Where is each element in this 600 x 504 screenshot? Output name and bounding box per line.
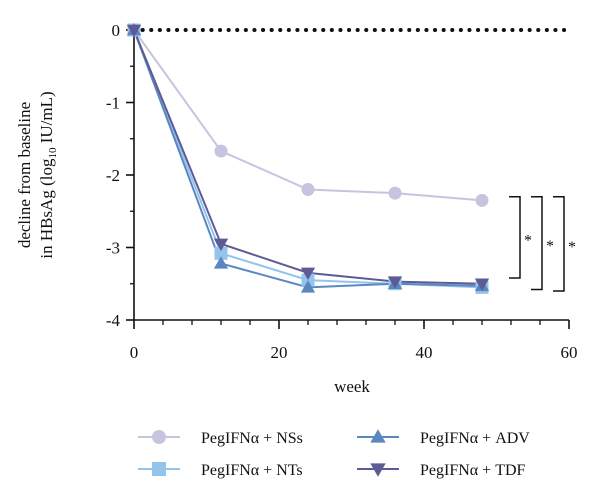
x-tick-label: 40 bbox=[416, 343, 433, 362]
y-axis-title-line2-sub: 10 bbox=[47, 147, 59, 159]
y-tick-label: -3 bbox=[106, 239, 120, 258]
y-axis-title-line2-post: IU/mL) bbox=[37, 91, 56, 147]
series-line bbox=[134, 30, 482, 284]
legend: PegIFNα + NSs PegIFNα + NTs PegIFNα + ADV P… bbox=[138, 429, 530, 479]
y-axis-title-line2: in HBsAg (log10 IU/mL) bbox=[37, 91, 59, 258]
y-axis-title: decline from baseline in HBsAg (log10 IU… bbox=[15, 91, 59, 258]
x-tick-label: 20 bbox=[271, 343, 288, 362]
legend-marker bbox=[152, 430, 166, 444]
y-tick-label: -1 bbox=[106, 94, 120, 113]
series-lines bbox=[134, 30, 482, 287]
y-axis-title-line2-pre: in HBsAg (log bbox=[37, 158, 56, 259]
significance-bracket bbox=[553, 197, 564, 291]
y-tick-label: 0 bbox=[112, 21, 121, 40]
data-point bbox=[215, 145, 228, 158]
x-tick-label: 60 bbox=[561, 343, 578, 362]
legend-label: PegIFNα + ADV bbox=[420, 430, 530, 447]
y-tick-label: -4 bbox=[106, 311, 121, 330]
significance-label: * bbox=[524, 232, 532, 249]
legend-marker bbox=[152, 462, 166, 476]
significance-label: * bbox=[546, 238, 554, 255]
data-point bbox=[389, 187, 402, 200]
data-point bbox=[476, 194, 489, 207]
y-axis-title-line1: decline from baseline bbox=[15, 102, 34, 248]
series-line bbox=[134, 30, 482, 200]
significance-brackets: * * * bbox=[509, 197, 576, 291]
legend-marker bbox=[370, 463, 385, 476]
data-point bbox=[302, 183, 315, 196]
legend-marker bbox=[370, 429, 385, 442]
legend-label: PegIFNα + NSs bbox=[201, 430, 303, 447]
x-axis-title: week bbox=[334, 377, 370, 396]
significance-label: * bbox=[568, 239, 576, 256]
legend-label: PegIFNα + TDF bbox=[420, 462, 526, 479]
significance-bracket bbox=[509, 197, 520, 278]
x-tick-label: 0 bbox=[130, 343, 139, 362]
significance-bracket bbox=[531, 197, 542, 290]
legend-label: PegIFNα + NTs bbox=[201, 462, 303, 479]
y-tick-label: -2 bbox=[106, 166, 120, 185]
chart: 0 -1 -2 -3 -4 0 20 40 60 * * * week decline from b… bbox=[0, 0, 600, 504]
